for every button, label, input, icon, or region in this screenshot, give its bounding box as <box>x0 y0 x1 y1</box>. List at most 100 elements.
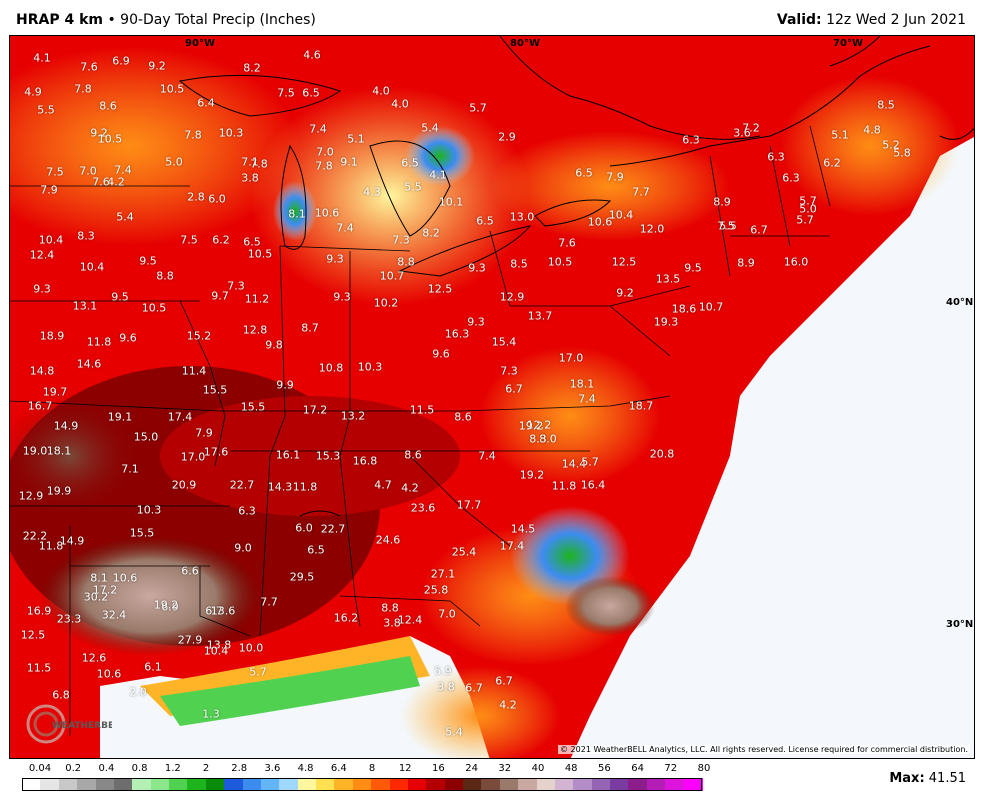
precip-value-label: 24.6 <box>375 533 401 547</box>
legend-label: 1.2 <box>164 763 181 774</box>
legend-swatch <box>352 778 373 791</box>
legend-swatch <box>150 778 171 791</box>
precip-value-label: 7.1 <box>121 462 139 476</box>
legend-label: 0.4 <box>98 763 115 774</box>
copyright-notice: © 2021 WeatherBELL Analytics, LLC. All r… <box>558 745 970 754</box>
precip-value-label: 7.8 <box>315 159 333 173</box>
precip-value-label: 16.1 <box>275 448 301 462</box>
precip-value-label: 5.7 <box>581 455 599 469</box>
precip-value-label: 15.5 <box>129 526 155 540</box>
precip-value-label: 7.5 <box>180 233 198 247</box>
precip-value-label: 10.6 <box>112 571 138 585</box>
legend-swatch <box>334 778 354 791</box>
precip-value-label: 10.2 <box>373 296 399 310</box>
precip-value-label: 4.8 <box>863 123 881 137</box>
precip-map[interactable]: 90°W 80°W 70°W 40°N 30°N 4.1 7.6 6.9 9.2 4.6… <box>9 35 975 759</box>
precip-value-label: 11.8 <box>551 479 577 493</box>
lon-label-90w: 90°W <box>185 38 215 49</box>
precip-value-label: 12.4 <box>397 613 423 627</box>
precip-value-label: 11.8 <box>86 335 112 349</box>
precip-value-label: 17.4 <box>499 539 525 553</box>
precip-value-label: 6.9 <box>112 54 130 68</box>
precip-value-label: 4.1 <box>33 51 51 65</box>
precip-value-label: 6.7 <box>750 223 768 237</box>
precip-value-label: 14.6 <box>76 357 102 371</box>
precip-value-label: 16.4 <box>580 478 606 492</box>
legend-label: 4.8 <box>297 763 314 774</box>
precip-value-label: 20.9 <box>171 478 197 492</box>
precip-value-label: 9.7 <box>211 289 229 303</box>
precip-value-label: 6.7 <box>495 674 513 688</box>
model-name: HRAP 4 km <box>16 12 103 28</box>
precip-value-label: 7.6 <box>558 236 576 250</box>
lake-ontario <box>534 199 612 227</box>
precip-value-label: 16.0 <box>783 255 809 269</box>
precip-value-label: 7.5 <box>277 86 295 100</box>
precip-value-label: 15.0 <box>133 430 159 444</box>
precip-value-label: 3.8 <box>437 680 455 694</box>
precip-value-label: 5.4 <box>421 121 439 135</box>
precip-value-label: 4.6 <box>303 48 321 62</box>
precip-value-label: 10.4 <box>38 233 64 247</box>
precip-value-label: 2.8 <box>187 190 205 204</box>
precip-value-label: 7.7 <box>260 595 278 609</box>
legend-swatch <box>371 778 391 791</box>
precip-value-label: 9.8 <box>265 338 283 352</box>
precip-value-label: 4.1 <box>429 168 447 182</box>
legend-label: 0.8 <box>131 763 148 774</box>
valid-time-value: 12z Wed 2 Jun 2021 <box>826 12 966 28</box>
precip-value-label: 5.4 <box>445 725 463 739</box>
legend-label: 24 <box>465 763 478 774</box>
precip-value-label: 18.6 <box>671 302 697 316</box>
legend-swatch <box>444 778 465 791</box>
precip-value-label: 8.5 <box>877 98 895 112</box>
legend-swatch <box>95 778 115 791</box>
legend-swatch <box>646 778 667 791</box>
precip-value-label: 12.0 <box>639 222 665 236</box>
precip-value-label: 23.3 <box>56 612 82 626</box>
valid-label: Valid: <box>776 12 822 28</box>
precip-value-label: 7.8 <box>74 82 92 96</box>
precip-value-label: 17.6 <box>203 445 229 459</box>
precip-value-label: 5.7 <box>799 194 817 208</box>
zone-grey-offshore <box>565 576 655 636</box>
precip-value-label: 8.7 <box>301 321 319 335</box>
lake-erie <box>398 225 532 277</box>
header: HRAP 4 km • 90-Day Total Precip (Inches)… <box>0 0 984 34</box>
precip-value-label: 16.7 <box>27 399 53 413</box>
precip-value-label: 5.5 <box>719 219 737 233</box>
precip-value-label: 9.9 <box>276 378 294 392</box>
precip-value-label: 10.3 <box>357 360 383 374</box>
precip-value-label: 7.1 <box>241 155 259 169</box>
precip-value-label: 5.0 <box>165 155 183 169</box>
precip-value-label: 7.3 <box>227 279 245 293</box>
precip-value-label: 19.2 <box>519 468 545 482</box>
legend-swatch <box>205 778 226 791</box>
max-value-number: 41.51 <box>928 771 966 786</box>
precip-value-label: 16.2 <box>333 611 359 625</box>
precip-value-label: 5.5 <box>37 103 55 117</box>
precip-value-label: 11.5 <box>409 403 435 417</box>
precip-value-label: 13.1 <box>72 299 98 313</box>
precip-value-label: 6.4 <box>197 96 215 110</box>
precip-value-label: 10.6 <box>587 215 613 229</box>
precip-value-label: 9.6 <box>119 331 137 345</box>
legend-label: 12 <box>398 763 412 774</box>
precip-value-label: 9.6 <box>432 347 450 361</box>
precip-value-label: 4.0 <box>372 84 390 98</box>
precip-value-label: 10.4 <box>608 208 634 222</box>
precip-value-label: 18.1 <box>569 377 595 391</box>
precip-value-label: 12.6 <box>81 651 107 665</box>
legend-swatch <box>536 778 556 791</box>
precip-value-label: 9.5 <box>684 261 702 275</box>
precip-value-label: 9.2 <box>148 59 166 73</box>
legend-swatch <box>591 778 612 791</box>
precip-value-label: 12.8 <box>242 323 268 337</box>
precip-value-label: 4.3 <box>363 185 381 199</box>
legend-swatch <box>463 778 483 791</box>
legend-label: 8 <box>368 763 376 774</box>
legend-swatch <box>610 778 630 791</box>
precip-value-label: 19.9 <box>46 484 72 498</box>
precip-value-label: 10.7 <box>698 300 724 314</box>
precip-value-label: 19.1 <box>107 410 133 424</box>
